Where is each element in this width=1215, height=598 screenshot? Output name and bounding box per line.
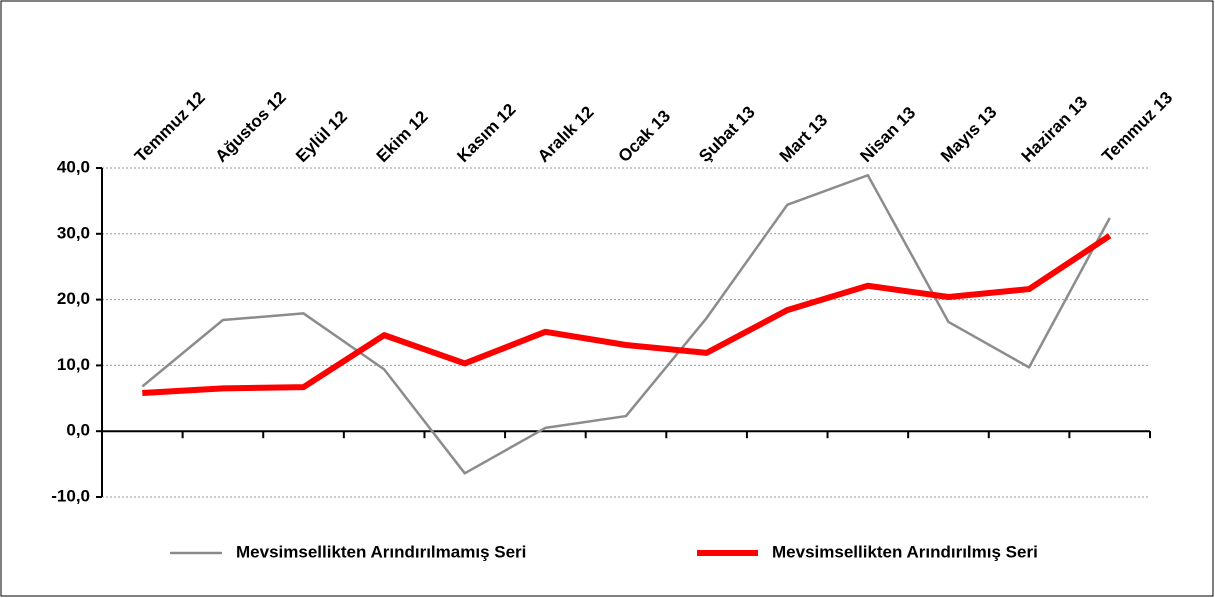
y-tick-label: 0,0 (66, 421, 90, 440)
y-tick-label: 10,0 (57, 355, 90, 374)
series-line (141, 173, 1111, 475)
legend-label: Mevsimsellikten Arındırılmamış Seri (236, 542, 526, 561)
series-line (142, 233, 1112, 397)
y-tick-label: 30,0 (57, 223, 90, 242)
legend-label: Mevsimsellikten Arındırılmış Seri (772, 542, 1038, 561)
y-tick-label: 20,0 (57, 289, 90, 308)
y-tick-label: -10,0 (51, 486, 90, 505)
y-tick-label: 40,0 (57, 157, 90, 176)
